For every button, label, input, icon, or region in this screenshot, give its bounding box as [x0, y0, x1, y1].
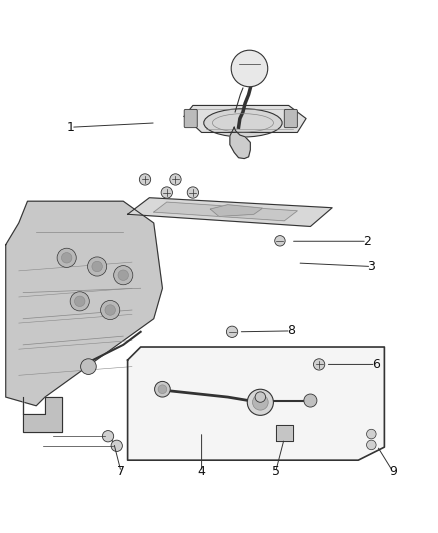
Circle shape: [255, 392, 265, 402]
Circle shape: [61, 253, 72, 263]
Text: 4: 4: [198, 465, 205, 479]
Polygon shape: [127, 347, 385, 460]
Circle shape: [231, 50, 268, 87]
Text: 5: 5: [272, 465, 279, 479]
Circle shape: [102, 431, 114, 442]
Text: 3: 3: [367, 260, 375, 273]
Polygon shape: [6, 201, 162, 406]
Circle shape: [114, 265, 133, 285]
Ellipse shape: [204, 109, 282, 137]
Circle shape: [118, 270, 128, 280]
Circle shape: [161, 187, 173, 198]
Polygon shape: [23, 397, 62, 432]
Circle shape: [155, 382, 170, 397]
Circle shape: [253, 394, 268, 410]
Circle shape: [88, 257, 107, 276]
Text: 8: 8: [287, 325, 295, 337]
Circle shape: [81, 359, 96, 375]
Text: 6: 6: [372, 358, 380, 371]
Polygon shape: [276, 425, 293, 441]
Circle shape: [170, 174, 181, 185]
Polygon shape: [210, 205, 262, 216]
Polygon shape: [127, 198, 332, 227]
FancyBboxPatch shape: [284, 109, 297, 128]
Circle shape: [187, 187, 198, 198]
Circle shape: [57, 248, 76, 268]
Circle shape: [70, 292, 89, 311]
Circle shape: [314, 359, 325, 370]
Circle shape: [158, 385, 167, 393]
Circle shape: [367, 440, 376, 450]
Text: 1: 1: [67, 121, 75, 134]
Circle shape: [74, 296, 85, 306]
Polygon shape: [184, 106, 306, 133]
Text: 2: 2: [363, 235, 371, 248]
Polygon shape: [230, 127, 251, 158]
Circle shape: [139, 174, 151, 185]
Circle shape: [367, 429, 376, 439]
Circle shape: [226, 326, 238, 337]
Circle shape: [304, 394, 317, 407]
Circle shape: [105, 305, 116, 315]
Circle shape: [275, 236, 285, 246]
FancyBboxPatch shape: [184, 109, 197, 128]
Circle shape: [111, 440, 122, 451]
Text: 9: 9: [389, 465, 397, 479]
Circle shape: [247, 389, 273, 415]
Text: 7: 7: [117, 465, 125, 479]
Circle shape: [92, 261, 102, 272]
Polygon shape: [154, 202, 297, 221]
Circle shape: [101, 301, 120, 320]
